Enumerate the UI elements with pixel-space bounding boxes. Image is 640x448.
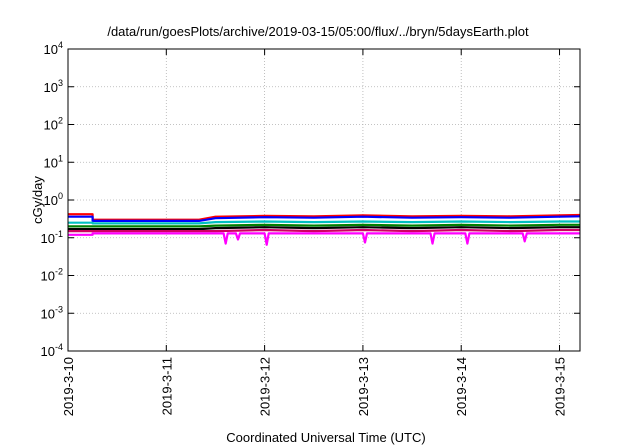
x-tick-label: 2019-3-11 bbox=[159, 357, 174, 415]
chart-title: /data/run/goesPlots/archive/2019-03-15/0… bbox=[107, 24, 529, 39]
y-tick-label: 10-1 bbox=[41, 229, 63, 246]
series-group bbox=[68, 213, 581, 246]
x-axis: 2019-3-10 2019-3-11 2019-3-12 2019-3-13 2019… bbox=[61, 49, 568, 416]
y-tick-label: 102 bbox=[44, 116, 63, 133]
series-line-4 bbox=[68, 223, 580, 228]
y-tick-label: 10-3 bbox=[41, 304, 63, 321]
series-line-7 bbox=[68, 232, 580, 246]
y-tick-label: 104 bbox=[44, 40, 63, 57]
x-tick-label: 2019-3-15 bbox=[553, 357, 568, 416]
x-tick-label: 2019-3-12 bbox=[258, 357, 273, 416]
series-line-6 bbox=[68, 228, 580, 233]
y-axis-label: cGy/day bbox=[30, 176, 45, 224]
y-tick-label: 100 bbox=[44, 191, 63, 208]
y-tick-label: 10-2 bbox=[41, 267, 63, 284]
x-tick-label: 2019-3-14 bbox=[454, 357, 469, 416]
y-tick-label: 103 bbox=[44, 78, 63, 95]
x-axis-label: Coordinated Universal Time (UTC) bbox=[226, 430, 425, 445]
series-line-5 bbox=[68, 226, 580, 231]
y-axis: 10-4 10-3 10-2 10-1 100 101 102 103 104 bbox=[41, 40, 580, 359]
series-line-2 bbox=[68, 215, 581, 222]
x-tick-label: 2019-3-10 bbox=[61, 357, 76, 416]
series-line-3 bbox=[68, 220, 580, 225]
x-tick-label: 2019-3-13 bbox=[356, 357, 371, 416]
y-tick-label: 101 bbox=[44, 153, 63, 170]
y-tick-label: 10-4 bbox=[41, 342, 63, 359]
grid bbox=[68, 49, 580, 351]
